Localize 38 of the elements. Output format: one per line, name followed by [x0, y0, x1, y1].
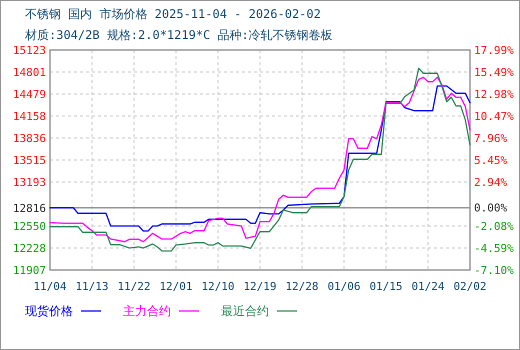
x-tick-label: 12/01	[159, 280, 193, 293]
y-tick-label: 13193	[12, 176, 46, 190]
y2-tick-label: 0.00%	[474, 202, 508, 215]
y2-tick-label: -2.08%	[474, 220, 514, 233]
y-tick-label: 12816	[12, 202, 46, 215]
y-tick-label: 13836	[12, 132, 46, 146]
x-tick-label: 12/19	[243, 280, 277, 293]
y2-tick-label: 15.49%	[474, 66, 514, 79]
x-tick-label: 01/06	[327, 280, 361, 293]
y-tick-label: 12228	[12, 242, 46, 256]
y2-tick-label: 2.94%	[474, 176, 508, 189]
y2-tick-label: 10.47%	[474, 110, 514, 123]
x-tick-label: 12/10	[201, 280, 235, 293]
chart-title: 不锈钢 国内 市场价格 2025-11-04 - 2026-02-02	[25, 7, 321, 21]
x-tick-label: 11/22	[117, 280, 151, 293]
x-tick-label: 12/28	[285, 280, 319, 293]
x-tick-label: 11/04	[33, 280, 67, 293]
y2-tick-label: -4.59%	[474, 242, 514, 255]
y2-tick-label: -7.10%	[474, 264, 514, 277]
y2-tick-label: 17.99%	[474, 44, 514, 57]
legend-label: 主力合约	[123, 304, 171, 318]
x-tick-label: 11/13	[75, 280, 109, 293]
y-tick-label: 11907	[12, 264, 46, 277]
y-tick-label: 14801	[12, 66, 46, 80]
y2-tick-label: 5.45%	[474, 154, 508, 167]
y-tick-label: 15123	[12, 44, 46, 57]
x-tick-label: 01/24	[411, 280, 445, 293]
legend-label: 现货价格	[25, 304, 73, 318]
legend-label: 最近合约	[221, 304, 269, 318]
x-tick-label: 02/02	[453, 280, 487, 293]
y-tick-label: 12550	[12, 220, 46, 234]
y2-tick-label: 12.98%	[474, 88, 514, 101]
chart-subtitle: 材质:304/2B 规格:2.0*1219*C 品种:冷轧不锈钢卷板	[24, 28, 333, 42]
y-tick-label: 14479	[12, 88, 46, 102]
y-tick-label: 14158	[12, 110, 46, 124]
y2-tick-label: 7.96%	[474, 132, 508, 145]
x-tick-label: 01/15	[369, 280, 403, 293]
y-tick-label: 13515	[12, 154, 46, 167]
